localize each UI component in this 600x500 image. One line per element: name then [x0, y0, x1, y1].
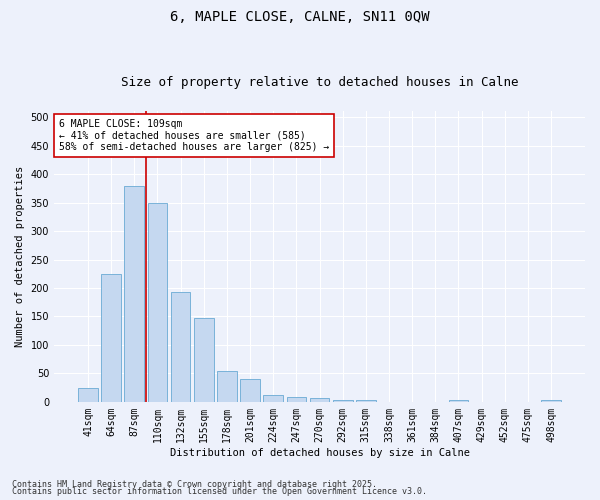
Bar — [171, 292, 190, 402]
Text: 6 MAPLE CLOSE: 109sqm
← 41% of detached houses are smaller (585)
58% of semi-det: 6 MAPLE CLOSE: 109sqm ← 41% of detached … — [59, 119, 329, 152]
Bar — [148, 202, 167, 402]
Bar — [101, 274, 121, 402]
Bar — [449, 400, 468, 402]
Bar — [541, 400, 561, 402]
Text: Contains public sector information licensed under the Open Government Licence v3: Contains public sector information licen… — [12, 487, 427, 496]
Text: Contains HM Land Registry data © Crown copyright and database right 2025.: Contains HM Land Registry data © Crown c… — [12, 480, 377, 489]
Bar — [310, 398, 329, 402]
Bar — [356, 400, 376, 402]
Bar — [124, 186, 144, 402]
Bar — [78, 388, 98, 402]
Bar — [217, 370, 237, 402]
Bar — [263, 395, 283, 402]
Bar — [240, 379, 260, 402]
Title: Size of property relative to detached houses in Calne: Size of property relative to detached ho… — [121, 76, 518, 90]
Bar — [194, 318, 214, 402]
Y-axis label: Number of detached properties: Number of detached properties — [15, 166, 25, 348]
X-axis label: Distribution of detached houses by size in Calne: Distribution of detached houses by size … — [170, 448, 470, 458]
Bar — [287, 396, 306, 402]
Text: 6, MAPLE CLOSE, CALNE, SN11 0QW: 6, MAPLE CLOSE, CALNE, SN11 0QW — [170, 10, 430, 24]
Bar — [333, 400, 353, 402]
